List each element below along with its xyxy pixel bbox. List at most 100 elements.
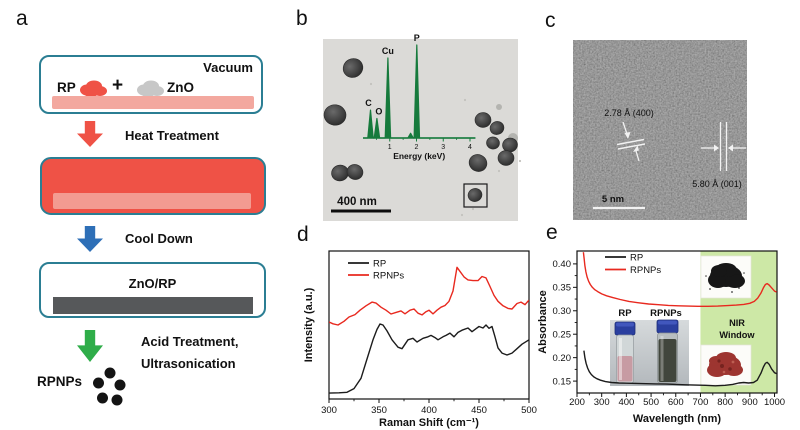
svg-text:450: 450: [471, 405, 487, 416]
panel-b-tem-image: 1 2 3 4 Energy (keV) CO Cu P 400 nm: [323, 33, 522, 221]
series-RP: [329, 323, 529, 394]
x-axis-label: Wavelength (nm): [633, 413, 722, 425]
panel-label-d: d: [297, 223, 309, 246]
zno-blob: [137, 80, 164, 97]
eds-spectrum-inset: 1 2 3 4 Energy (keV) CO Cu P: [363, 33, 476, 161]
svg-text:0.15: 0.15: [553, 376, 572, 387]
svg-text:2: 2: [415, 144, 419, 151]
ultrasonication-label: Ultrasonication: [141, 356, 236, 371]
series-RP: [583, 350, 777, 387]
znorp-film: [53, 297, 253, 314]
svg-text:300: 300: [594, 397, 610, 408]
heated-slab: [40, 157, 266, 215]
svg-text:0.35: 0.35: [553, 283, 572, 294]
nanoparticle: [346, 164, 364, 180]
lattice-spacing-001-label: 5.80 Å (001): [692, 179, 742, 189]
eds-x-axis-label: Energy (keV): [393, 151, 445, 161]
nanoparticle: [474, 112, 492, 128]
panel-c-hrtem-image: 2.78 Å (400) 5.80 Å (001) 5 nm: [573, 40, 747, 220]
legend-RP: RP: [373, 258, 386, 269]
vacuum-label: Vacuum: [203, 60, 253, 75]
svg-text:3: 3: [441, 144, 445, 151]
eds-peak-label-Cu: Cu: [382, 46, 394, 56]
rpnps-liquid: [658, 339, 677, 382]
scale-bar-label: 5 nm: [602, 194, 624, 205]
hrtem-noise-texture: [573, 40, 747, 220]
rp-blob: [80, 80, 107, 97]
down-arrow-blue: [77, 226, 103, 252]
faint-nanoparticle: [496, 104, 502, 110]
y-axis-label: Intensity (a.u.): [303, 287, 315, 362]
znorp-label: ZnO/RP: [128, 276, 177, 291]
vacuum-box: Vacuum RP + ZnO: [39, 55, 263, 114]
panel-label-a: a: [16, 7, 28, 30]
window-label: Window: [719, 330, 755, 340]
down-arrow-red: [77, 121, 103, 147]
series-RPNPs: [582, 252, 777, 308]
nanoparticle: [489, 121, 505, 135]
cool-down-label: Cool Down: [125, 231, 193, 246]
svg-text:0.25: 0.25: [553, 329, 572, 340]
hrtem-annotations: 2.78 Å (400) 5.80 Å (001) 5 nm: [593, 108, 746, 210]
vial-label-rpnps: RPNPs: [650, 308, 682, 319]
panel-e-insets: RP RPNPs NIR Window: [610, 255, 755, 386]
panel-label-e: e: [546, 221, 558, 244]
legend-RP: RP: [630, 252, 643, 263]
scale-bar-label: 400 nm: [337, 196, 377, 208]
legend-RPNPs: RPNPs: [373, 270, 404, 281]
rp-label: RP: [57, 80, 76, 95]
panel-d-raman-chart: 300 350 400 450 500 Raman Shift (cm⁻¹) Intensi…: [303, 250, 537, 429]
nanoparticle: [323, 104, 347, 126]
svg-text:500: 500: [643, 397, 659, 408]
svg-text:600: 600: [668, 397, 684, 408]
zno-label: ZnO: [167, 80, 194, 95]
svg-text:500: 500: [521, 405, 537, 416]
plot-frame: [328, 250, 530, 400]
eds-peak-label-C: C: [365, 98, 372, 108]
vial-label-rp: RP: [618, 308, 632, 319]
svg-text:800: 800: [717, 397, 733, 408]
rp-liquid: [617, 356, 633, 382]
svg-text:0.20: 0.20: [553, 353, 572, 364]
panel-a-scheme: Vacuum RP + ZnO Heat Treatment Cool Down…: [0, 0, 288, 430]
substrate-strip: [52, 96, 254, 109]
eds-peak-label-P: P: [414, 33, 420, 43]
eds-peak-label-O: O: [375, 106, 382, 116]
svg-text:400: 400: [421, 405, 437, 416]
svg-text:300: 300: [321, 405, 337, 416]
heated-inner-strip: [53, 193, 251, 209]
znorp-box: ZnO/RP: [39, 262, 266, 318]
svg-text:1000: 1000: [764, 397, 785, 408]
lattice-spacing-400-label: 2.78 Å (400): [604, 108, 654, 118]
svg-text:0.30: 0.30: [553, 306, 572, 317]
nanoparticle: [342, 58, 364, 78]
svg-text:200: 200: [569, 397, 585, 408]
heat-treatment-label: Heat Treatment: [125, 128, 219, 143]
svg-text:700: 700: [693, 397, 709, 408]
svg-text:400: 400: [618, 397, 634, 408]
rpnps-dots: [93, 367, 126, 406]
plot-frame: [576, 250, 778, 394]
panel-label-b: b: [296, 7, 308, 30]
particle-selection-box: [463, 183, 488, 208]
svg-text:0.40: 0.40: [553, 259, 572, 270]
nanoparticle: [467, 188, 483, 202]
nir-label: NIR: [729, 318, 745, 328]
nanoparticle: [497, 150, 515, 166]
x-axis-label: Raman Shift (cm⁻¹): [379, 417, 479, 429]
svg-text:1: 1: [388, 144, 392, 151]
down-arrow-green: [77, 330, 103, 362]
rpnps-label: RPNPs: [37, 374, 83, 389]
y-axis-label: Absorbance: [537, 290, 549, 354]
svg-text:4: 4: [468, 144, 472, 151]
nanoparticle: [468, 154, 488, 172]
series-RPNPs: [329, 266, 529, 326]
legend-RPNPs: RPNPs: [630, 265, 661, 276]
svg-text:350: 350: [371, 405, 387, 416]
panel-e-absorbance-chart: 200 300 400 500 600 700 800 900 1000 0.15 0.20 0.25…: [537, 250, 785, 425]
nanoparticle: [486, 136, 500, 150]
nanoparticle: [502, 137, 518, 153]
panel-label-c: c: [545, 9, 556, 32]
eds-curve: [363, 44, 476, 139]
